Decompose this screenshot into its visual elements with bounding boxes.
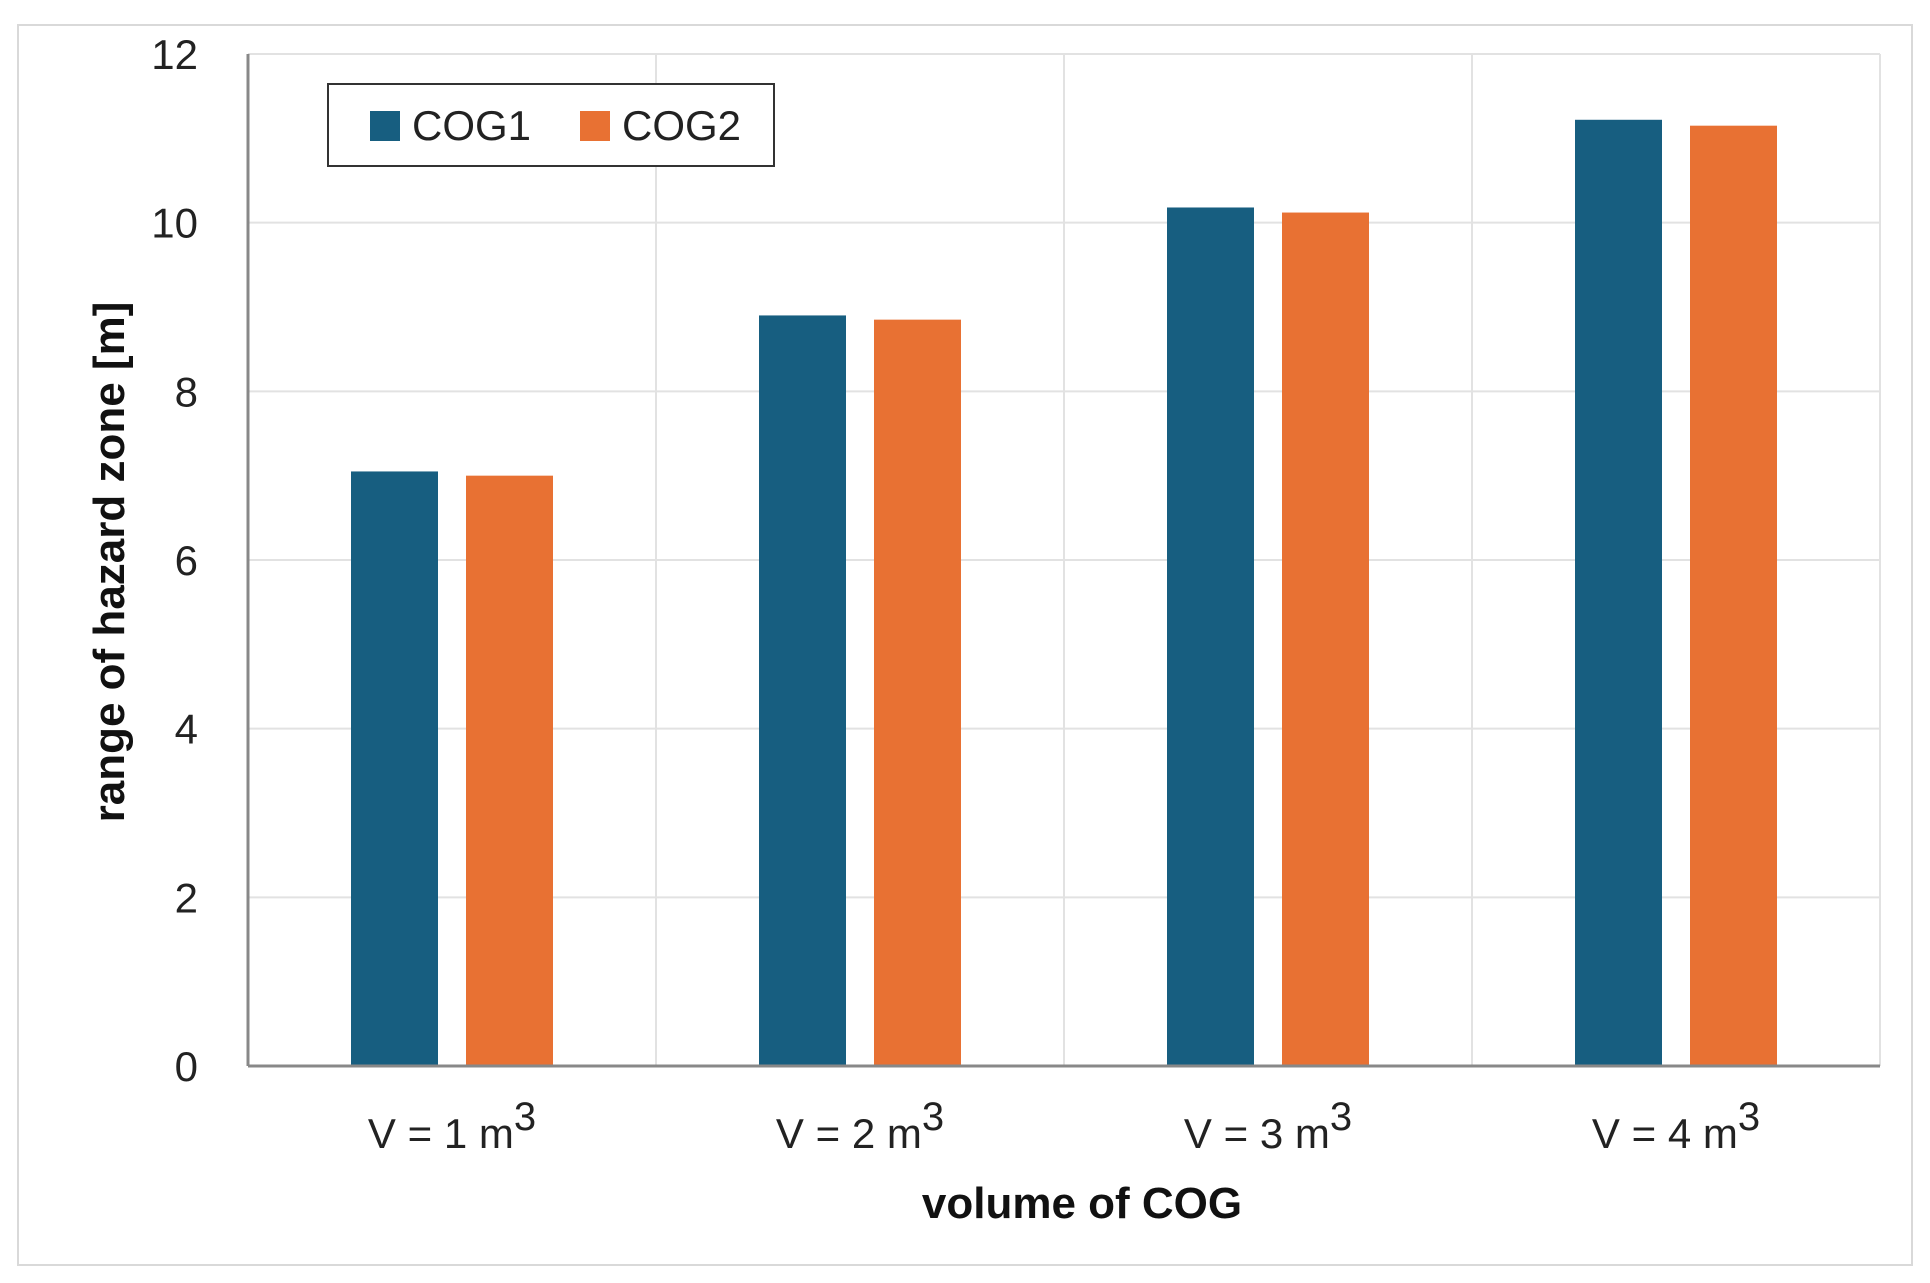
y-tick-label: 10 [151,200,198,247]
legend-swatch-cog2 [580,111,610,141]
y-tick-labels: 0 2 4 6 8 10 12 [151,31,198,1090]
x-tick-label: V = 3 m3 [1184,1095,1352,1157]
bar-cog2-3 [1282,212,1369,1067]
x-tick-label: V = 4 m3 [1592,1095,1760,1157]
y-tick-label: 4 [175,706,198,753]
x-tick-number: 2 [852,1110,875,1157]
legend-label-cog2: COG2 [622,102,741,149]
y-tick-label: 2 [175,874,198,921]
y-tick-label: 12 [151,31,198,78]
x-tick-prefix: V = [368,1110,444,1157]
x-tick-number: 1 [444,1110,467,1157]
x-axis-title: volume of COG [922,1179,1242,1228]
axes [246,54,1880,1068]
x-tick-sup: 3 [514,1095,536,1139]
x-tick-label: V = 1 m3 [368,1095,536,1157]
bars [351,119,1777,1067]
x-tick-number: 4 [1668,1110,1691,1157]
x-tick-prefix: V = [776,1110,852,1157]
legend-box [327,83,775,167]
x-tick-number: 3 [1260,1110,1283,1157]
bar-cog1-2 [759,315,846,1066]
x-tick-prefix: V = [1592,1110,1668,1157]
legend-label-cog1: COG1 [412,102,531,149]
x-tick-sup: 3 [922,1095,944,1139]
bar-cog2-4 [1690,125,1777,1066]
x-tick-label: V = 2 m3 [776,1095,944,1157]
x-tick-unit: m [1283,1110,1330,1157]
y-tick-label: 0 [175,1043,198,1090]
legend-swatch-cog1 [370,111,400,141]
y-tick-label: 8 [175,368,198,415]
x-tick-unit: m [467,1110,514,1157]
bar-cog2-2 [874,319,961,1066]
x-tick-prefix: V = [1184,1110,1260,1157]
bar-cog1-3 [1167,207,1254,1066]
bar-cog1-1 [351,471,438,1066]
bar-cog2-1 [466,475,553,1067]
x-tick-sup: 3 [1738,1095,1760,1139]
y-axis-title: range of hazard zone [m] [85,302,134,823]
x-tick-labels: V = 1 m3 V = 2 m3 V = 3 m3 V = 4 m3 [368,1095,1760,1157]
x-tick-unit: m [1691,1110,1738,1157]
y-tick-label: 6 [175,537,198,584]
legend: COG1 COG2 [327,83,775,167]
x-tick-sup: 3 [1330,1095,1352,1139]
bar-cog1-4 [1575,119,1662,1066]
x-tick-unit: m [875,1110,922,1157]
